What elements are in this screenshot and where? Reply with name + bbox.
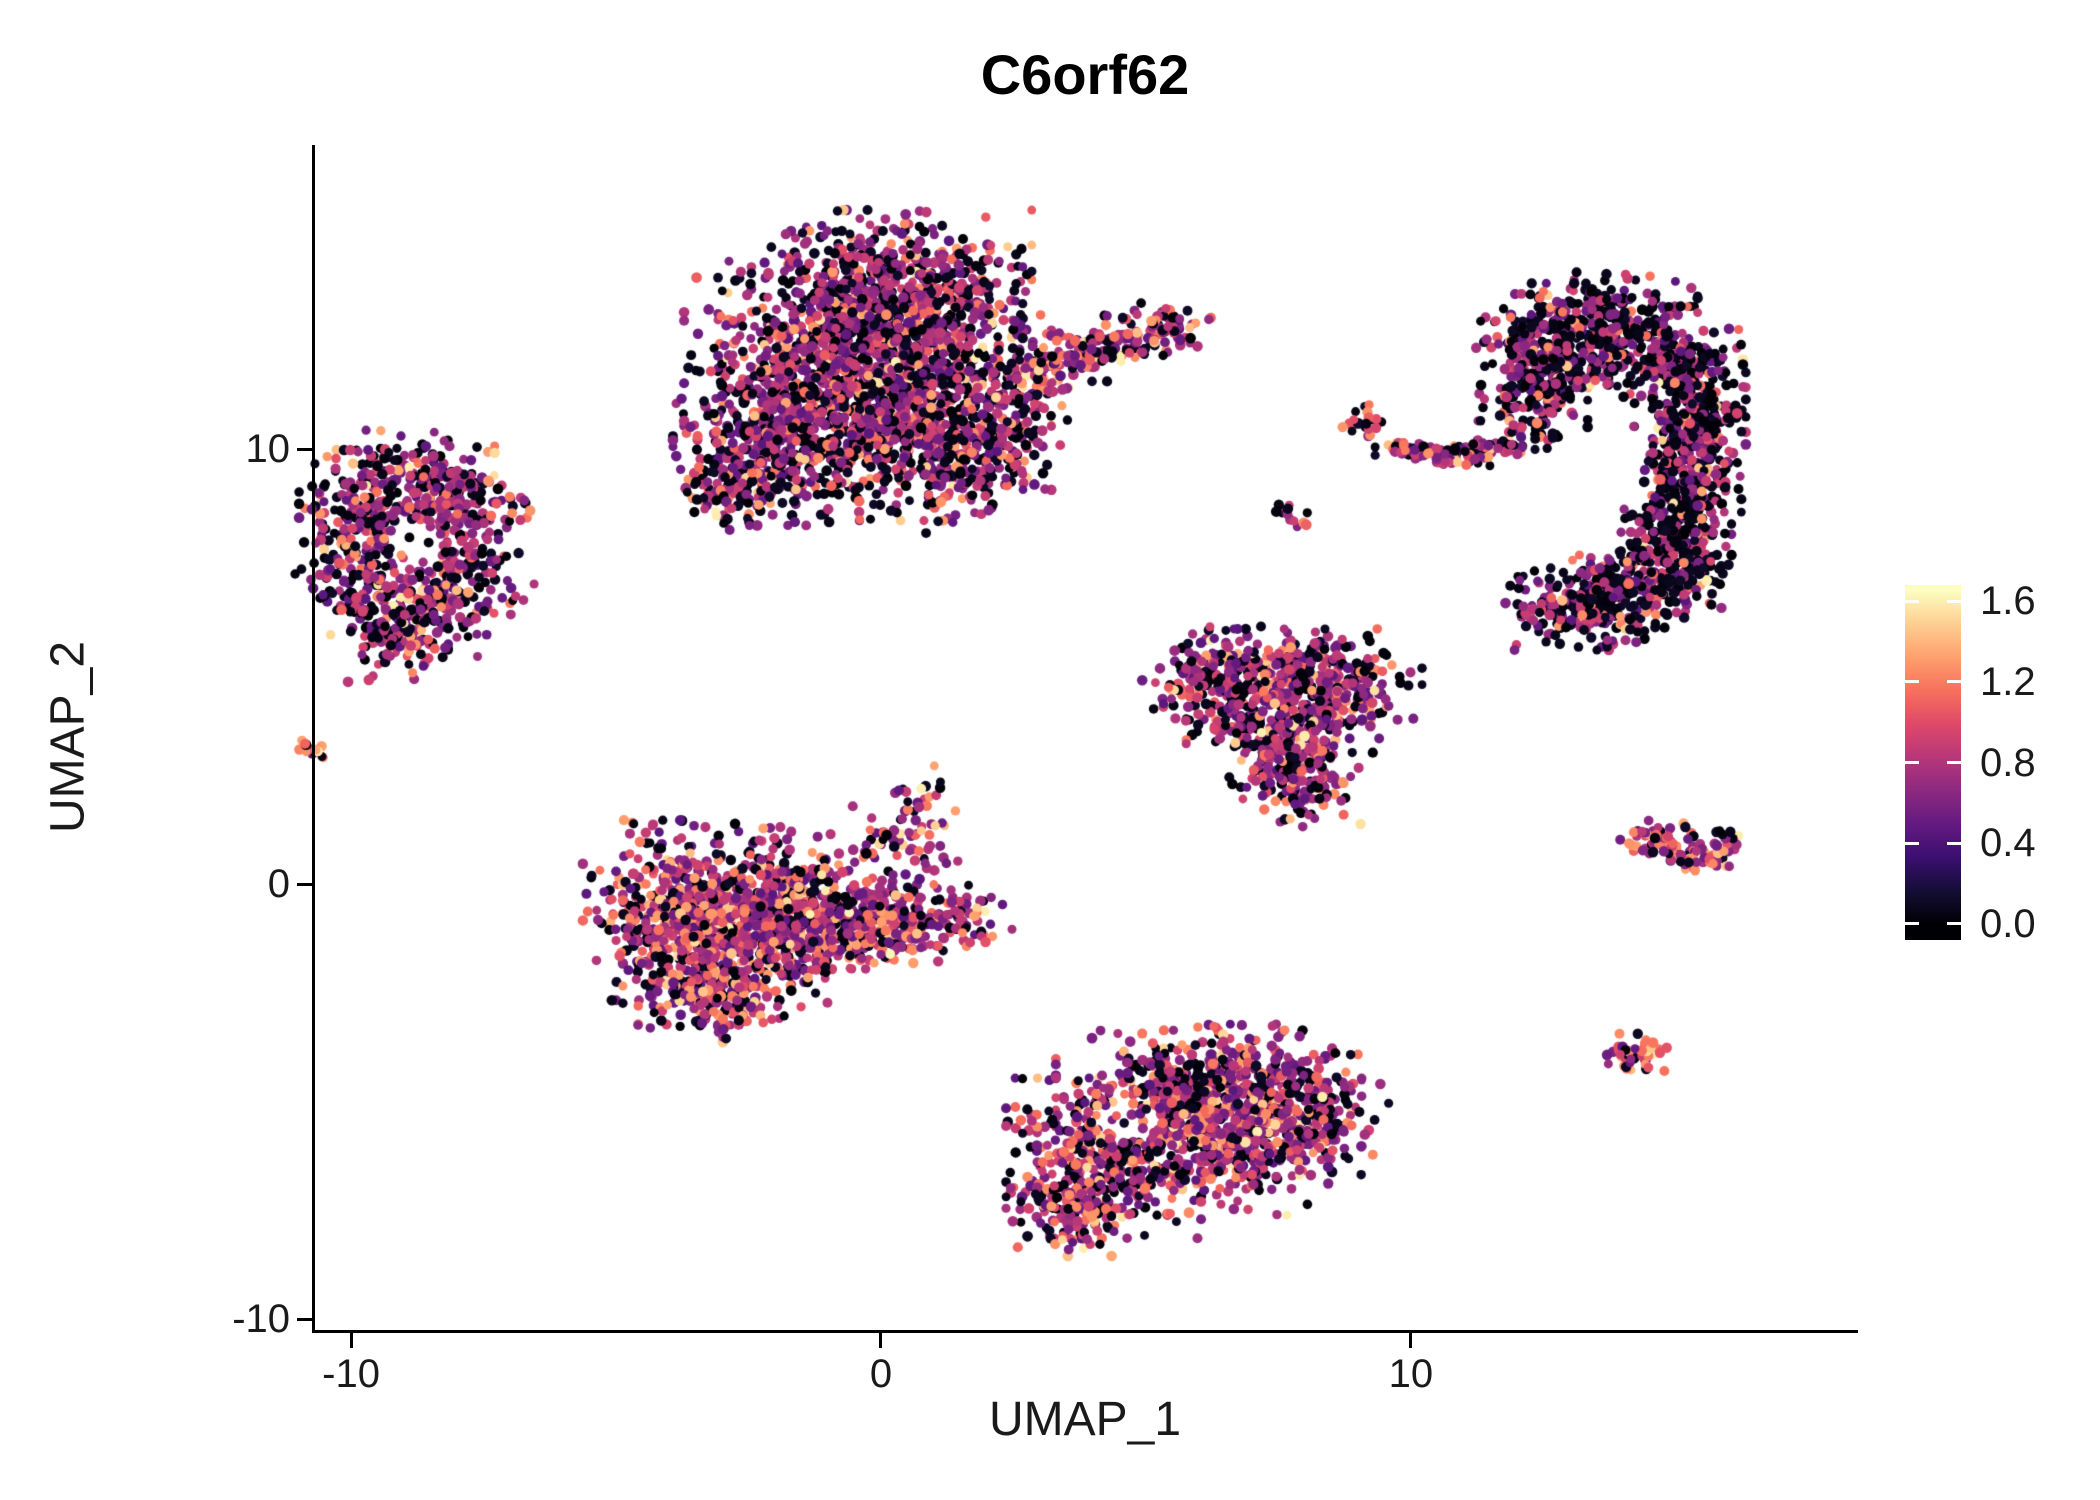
colorbar-tick-mark [1905,599,1919,603]
colorbar-tick-mark [1947,841,1961,845]
x-tick-label: 0 [869,1352,893,1396]
colorbar-tick-label: 0.4 [1980,821,2036,866]
x-tick-label: -10 [322,1352,380,1396]
colorbar-tick-mark [1947,599,1961,603]
colorbar-tick-mark [1905,841,1919,845]
y-axis-title: UMAP_2 [41,640,95,834]
colorbar-tick-mark [1905,922,1919,926]
y-tick-mark [297,1317,312,1321]
colorbar-tick-mark [1947,761,1961,764]
colorbar-gradient [1905,585,1961,940]
colorbar-tick-mark [1905,680,1919,684]
colorbar-tick-mark [1947,922,1961,926]
x-tick-mark [349,1333,353,1348]
y-tick-label: 0 [267,862,290,907]
y-axis-line [312,145,315,1333]
x-axis-line [312,1330,1858,1333]
y-tick-label: -10 [232,1297,290,1342]
colorbar-tick-label: 1.2 [1980,659,2036,704]
x-axis-title: UMAP_1 [988,1393,1182,1446]
colorbar-tick-label: 0.0 [1980,901,2036,946]
plot-title: C6orf62 [980,43,1190,106]
x-tick-label: 10 [1388,1352,1434,1396]
x-tick-mark [1409,1333,1413,1348]
colorbar-tick-mark [1905,761,1919,764]
colorbar-tick-label: 1.6 [1980,579,2036,624]
colorbar-tick-label: 0.8 [1980,740,2036,785]
y-tick-mark [297,447,312,451]
y-tick-label: 10 [245,427,291,472]
y-tick-mark [297,882,312,886]
x-tick-mark [879,1333,883,1348]
colorbar-tick-mark [1947,680,1961,684]
